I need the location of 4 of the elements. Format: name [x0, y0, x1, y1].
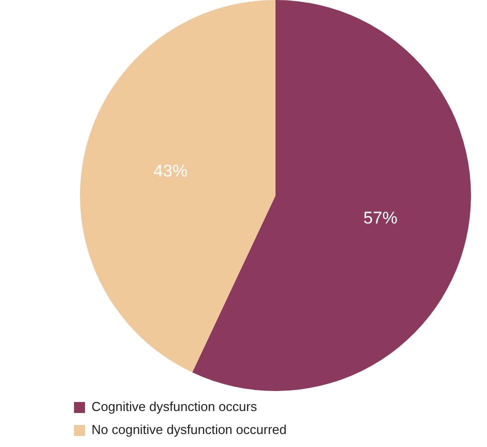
- data-label: 43%: [154, 162, 188, 181]
- legend-label: No cognitive dysfunction occurred: [92, 422, 287, 438]
- legend-label: Cognitive dysfunction occurs: [92, 399, 258, 414]
- data-label: 57%: [363, 208, 398, 228]
